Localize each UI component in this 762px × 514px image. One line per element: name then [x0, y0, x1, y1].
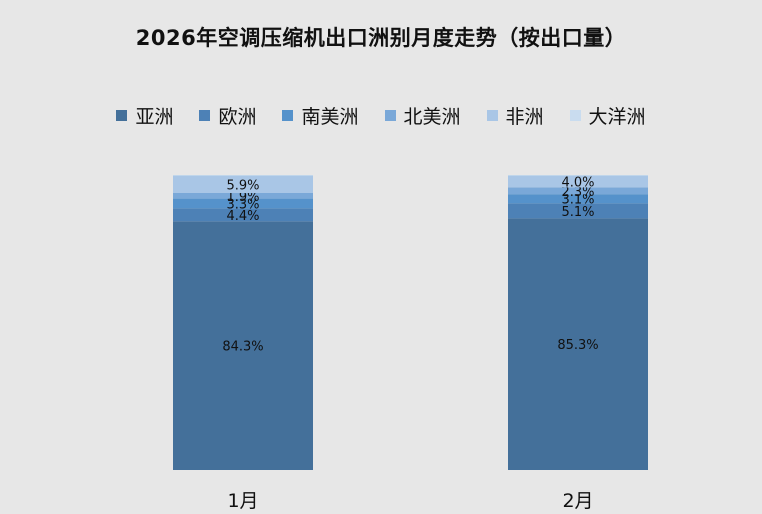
bar-segment-europe-2: [508, 203, 648, 219]
bar-segment-asia-1: [173, 221, 313, 470]
legend-item-south-america: 南美洲: [282, 102, 359, 129]
category-label-1: 1月: [227, 490, 258, 512]
bar-segment-north-america-2: [508, 187, 648, 195]
legend-label-north-america: 北美洲: [403, 106, 461, 128]
legend-label-africa: 非洲: [505, 106, 544, 128]
bar-segment-oceania-1: [173, 175, 313, 176]
bar-segment-asia-2: [508, 218, 648, 470]
data-label-europe-2: 5.1%: [561, 205, 594, 220]
bar-segment-oceania-2: [508, 175, 648, 176]
legend-swatch-north-america: [384, 110, 396, 121]
data-label-south-america-1: 3.3%: [226, 197, 259, 212]
bar-segment-south-america-2: [508, 194, 648, 204]
legend-item-asia: 亚洲: [116, 102, 173, 129]
legend-swatch-oceania: [569, 110, 581, 121]
category-label-2: 2月: [562, 490, 593, 512]
data-label-north-america-1: 1.9%: [226, 190, 259, 205]
bar-segment-africa-1: [173, 175, 313, 193]
data-label-europe-1: 4.4%: [226, 209, 259, 224]
data-label-asia-2: 85.3%: [557, 338, 598, 353]
bar-segment-europe-1: [173, 208, 313, 222]
data-label-africa-1: 5.9%: [226, 178, 259, 193]
data-label-africa-2: 4.0%: [561, 175, 594, 190]
data-label-south-america-2: 3.1%: [561, 193, 594, 208]
legend-label-europe: 欧洲: [218, 106, 257, 128]
bar-segment-africa-2: [508, 175, 648, 188]
legend-label-south-america: 南美洲: [301, 106, 359, 128]
legend-item-oceania: 大洋洲: [569, 102, 646, 129]
legend-item-europe: 欧洲: [199, 102, 256, 129]
legend-label-oceania: 大洋洲: [588, 106, 646, 128]
legend-swatch-europe: [199, 110, 211, 121]
data-label-north-america-2: 2.3%: [561, 185, 594, 200]
legend-swatch-asia: [116, 110, 128, 121]
legend-swatch-africa: [486, 110, 498, 121]
chart-title: 2026年空调压缩机出口洲别月度走势（按出口量）: [135, 26, 627, 50]
data-label-asia-1: 84.3%: [222, 340, 263, 355]
chart-legend: 亚洲 欧洲 南美洲 北美洲 非洲 大洋洲: [0, 102, 762, 129]
bar-segment-north-america-1: [173, 192, 313, 199]
bar-segment-south-america-1: [173, 198, 313, 209]
legend-label-asia: 亚洲: [135, 106, 174, 128]
legend-item-north-america: 北美洲: [384, 102, 461, 129]
legend-swatch-south-america: [282, 110, 294, 121]
legend-item-africa: 非洲: [486, 102, 544, 129]
